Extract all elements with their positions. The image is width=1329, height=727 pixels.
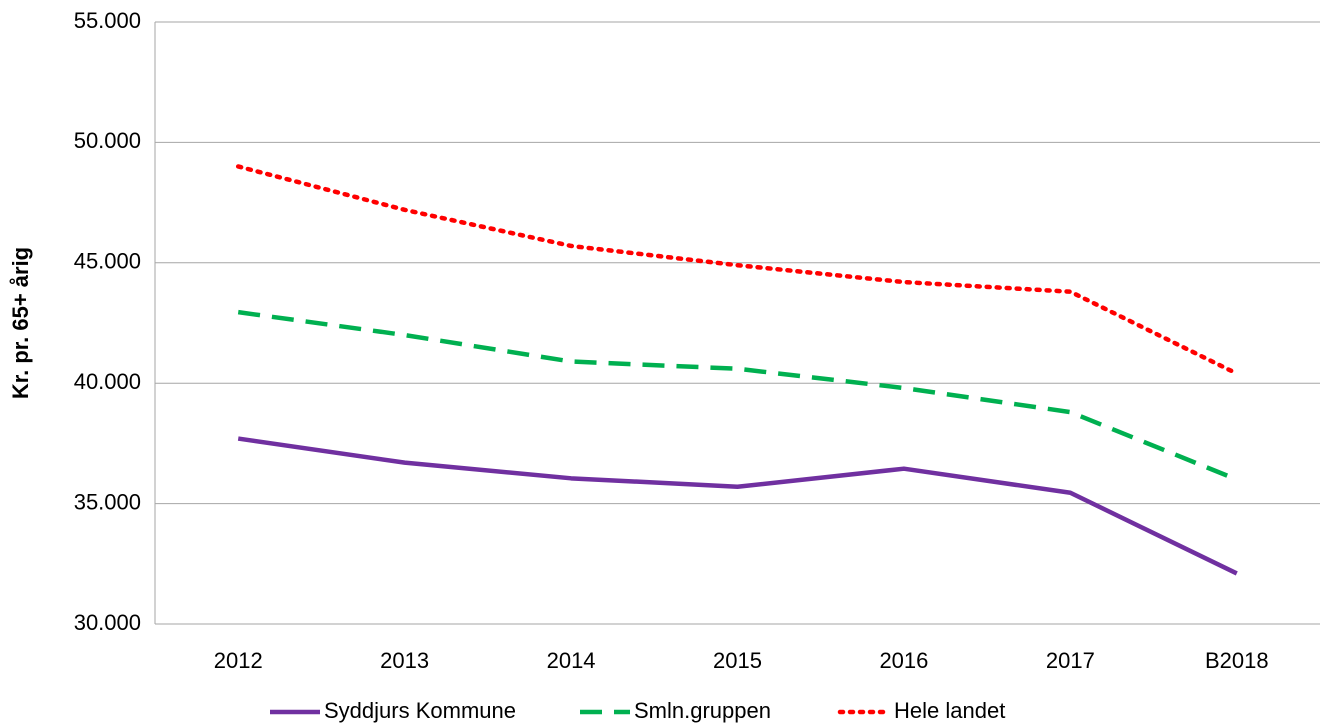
legend-label: Hele landet bbox=[894, 698, 1005, 723]
x-tick-label: 2016 bbox=[879, 648, 928, 673]
y-tick-label: 45.000 bbox=[74, 249, 141, 274]
y-tick-label: 40.000 bbox=[74, 369, 141, 394]
series-line bbox=[237, 309, 1238, 482]
series-line bbox=[237, 436, 1238, 576]
x-tick-label: B2018 bbox=[1205, 648, 1269, 673]
legend-label: Smln.gruppen bbox=[634, 698, 771, 723]
y-axis-label: Kr. pr. 65+ årig bbox=[8, 247, 33, 399]
legend-label: Syddjurs Kommune bbox=[324, 698, 516, 723]
y-tick-label: 35.000 bbox=[74, 489, 141, 514]
series-line bbox=[235, 164, 1240, 376]
x-tick-label: 2017 bbox=[1046, 648, 1095, 673]
y-tick-label: 50.000 bbox=[74, 128, 141, 153]
y-tick-label: 30.000 bbox=[74, 610, 141, 635]
x-tick-label: 2015 bbox=[713, 648, 762, 673]
x-tick-label: 2013 bbox=[380, 648, 429, 673]
y-tick-label: 55.000 bbox=[74, 8, 141, 33]
x-tick-label: 2014 bbox=[547, 648, 596, 673]
x-tick-label: 2012 bbox=[214, 648, 263, 673]
